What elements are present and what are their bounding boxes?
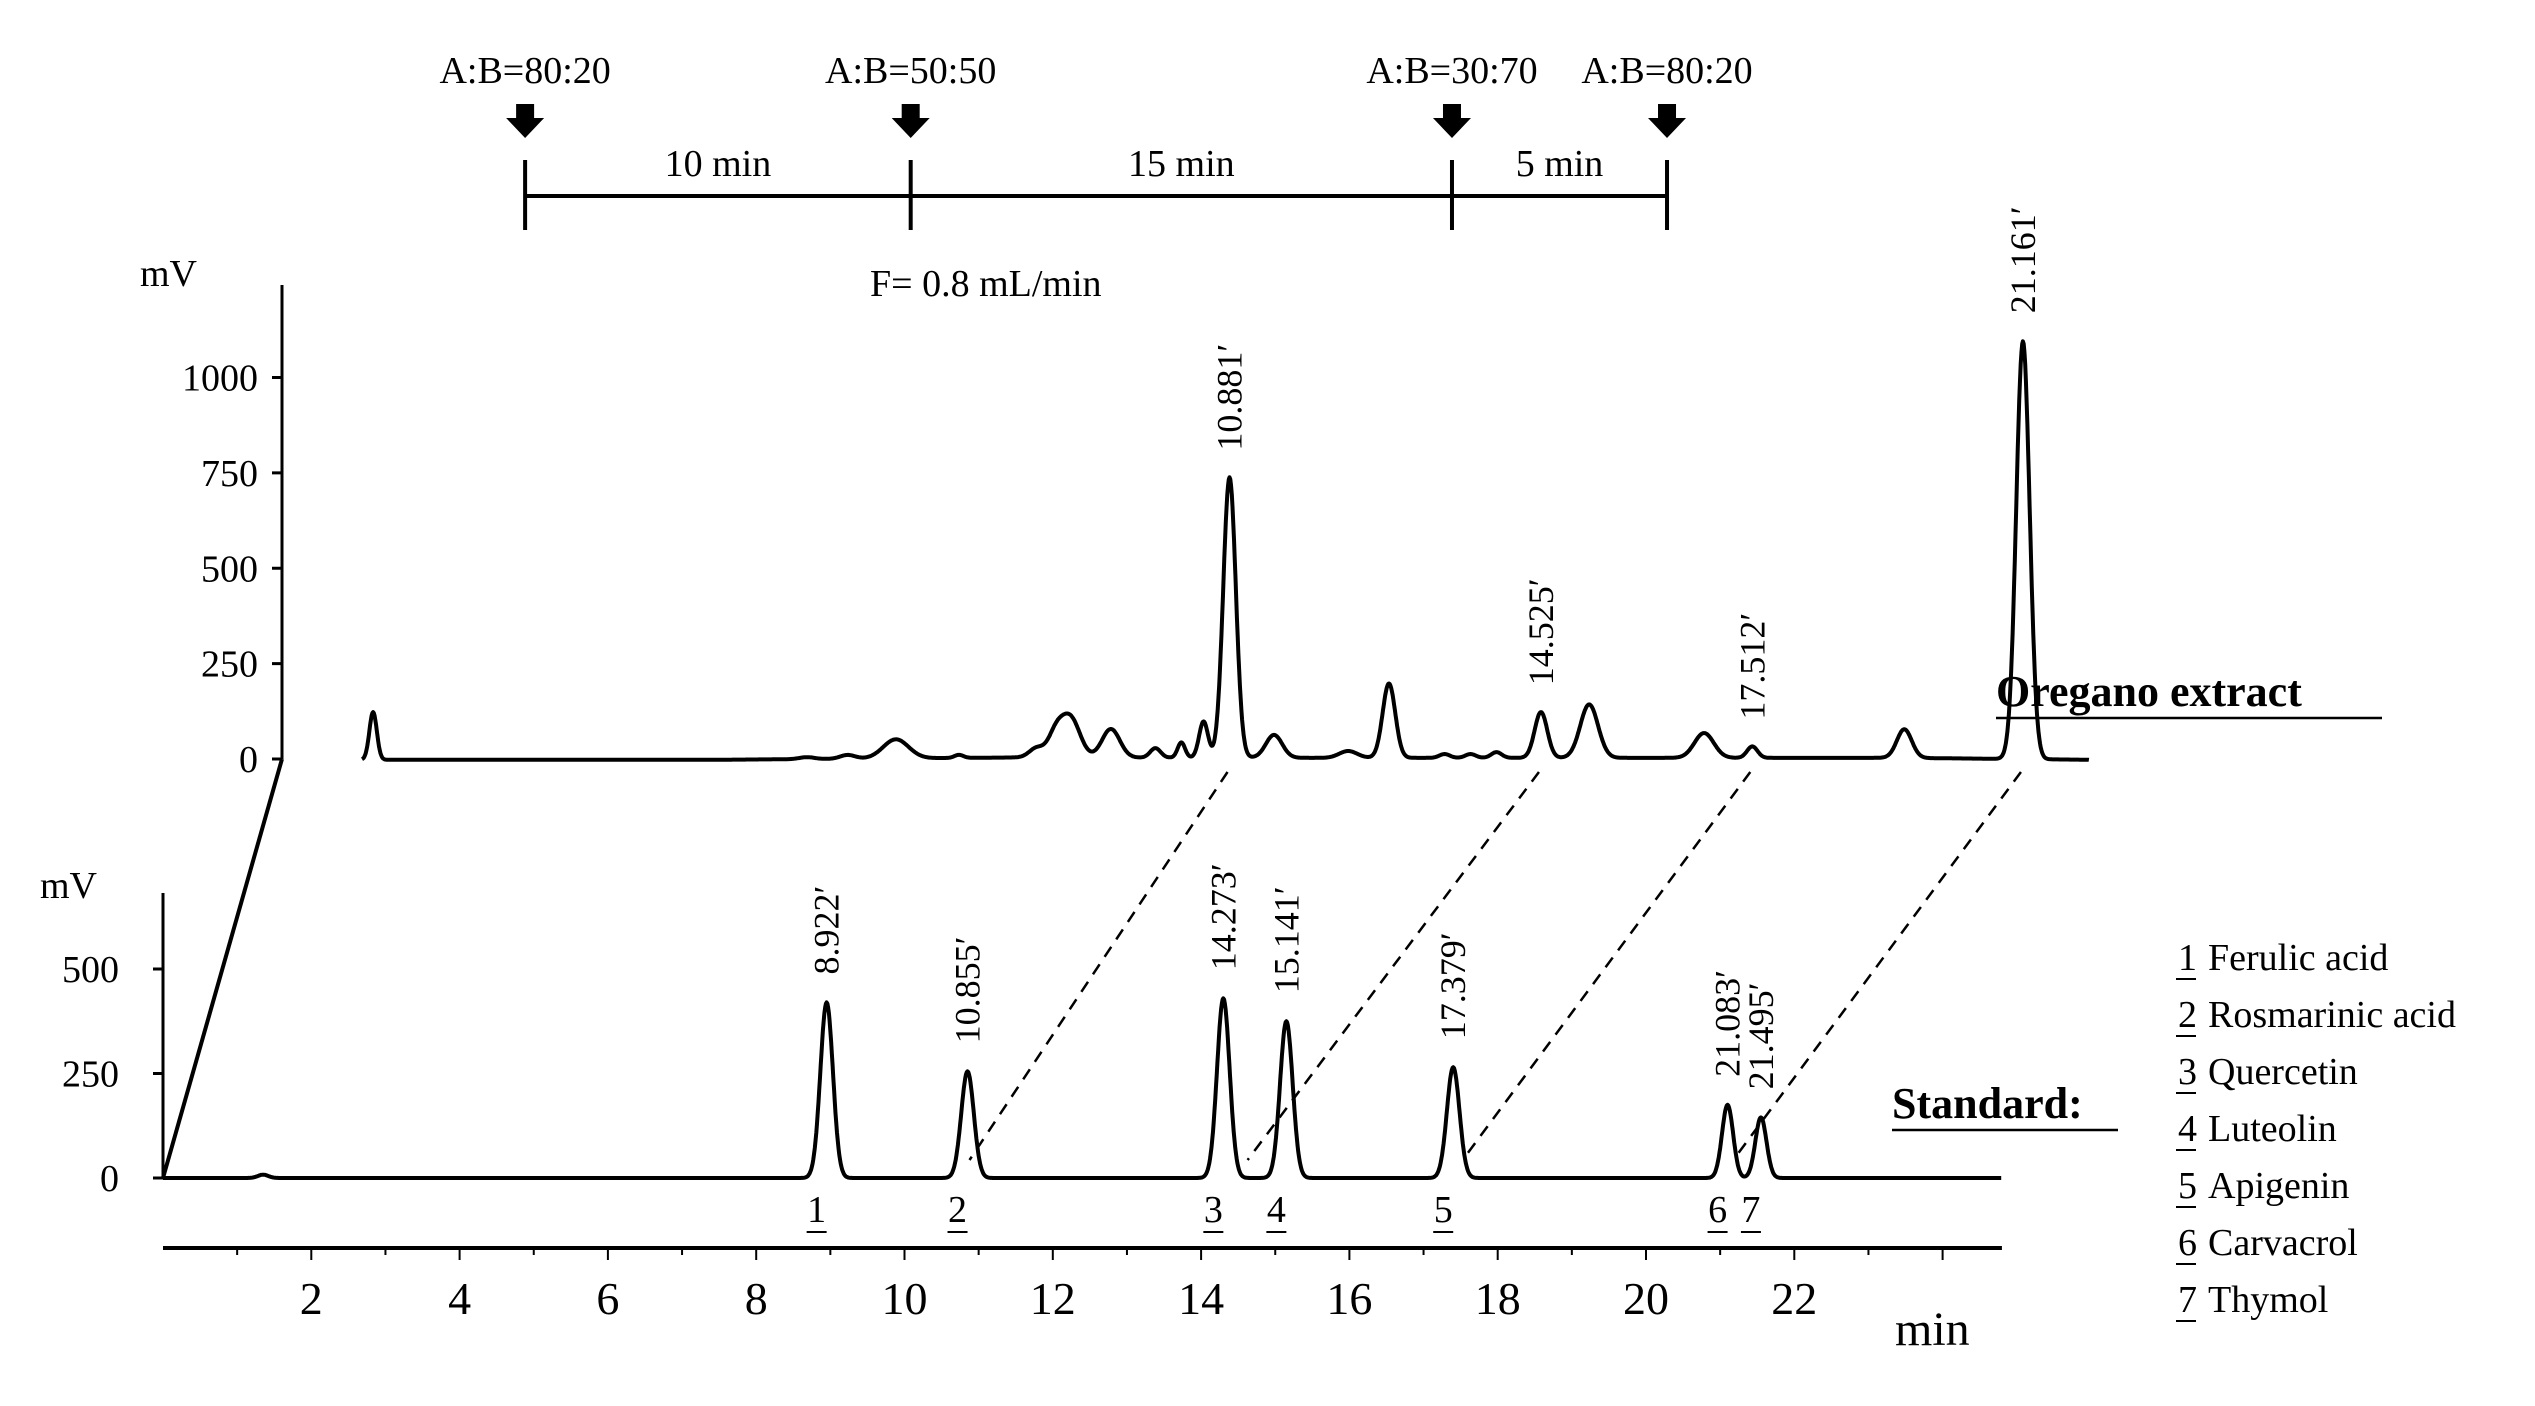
peak-connector — [968, 771, 1229, 1161]
gradient-step-label: A:B=80:20 — [439, 50, 610, 92]
perspective-line — [161, 758, 284, 1179]
x-tick-label: 16 — [1326, 1273, 1372, 1324]
x-tick-label: 12 — [1030, 1273, 1076, 1324]
legend-number: 5 — [2178, 1165, 2197, 1207]
peak-connector — [1732, 771, 2022, 1161]
bottom-y-tick-label: 0 — [100, 1158, 119, 1200]
standard-peak-label: 10.855′ — [948, 937, 988, 1044]
standard-peak-label: 17.379′ — [1433, 932, 1473, 1039]
gradient-duration-label: 10 min — [665, 143, 772, 185]
legend-number: 6 — [2178, 1222, 2197, 1264]
legend-number: 7 — [2178, 1279, 2197, 1321]
legend-number: 3 — [2178, 1051, 2197, 1093]
oregano-peak-label: 17.512′ — [1732, 613, 1772, 720]
peak-connector — [1246, 771, 1540, 1161]
legend-compound-name: Carvacrol — [2208, 1222, 2358, 1264]
top-y-tick-label: 750 — [201, 453, 258, 495]
standard-peak-label: 15.141′ — [1266, 886, 1306, 993]
standard-peak-label: 14.273′ — [1203, 863, 1243, 970]
legend-compound-name: Ferulic acid — [2208, 937, 2388, 979]
standard-peak-number: 3 — [1204, 1189, 1223, 1231]
standard-peak-number: 5 — [1434, 1189, 1453, 1231]
gradient-step-label: A:B=50:50 — [825, 50, 996, 92]
standard-peak-number: 6 — [1708, 1189, 1727, 1231]
top-y-tick-label: 250 — [201, 644, 258, 686]
standard-peak-number: 7 — [1741, 1189, 1760, 1231]
legend-number: 4 — [2178, 1108, 2197, 1150]
down-arrow-icon — [1648, 104, 1687, 138]
x-tick-label: 10 — [882, 1273, 928, 1324]
down-arrow-icon — [506, 104, 545, 138]
x-tick-label: 18 — [1475, 1273, 1521, 1324]
oregano-panel: mV F= 0.8 mL/min Oregano extract 0 250 500… — [140, 206, 2382, 781]
oregano-peak-label: 21.161′ — [2003, 206, 2043, 313]
standard-series-label: Standard: — [1892, 1079, 2083, 1128]
oregano-peak-label: 14.525′ — [1521, 578, 1561, 685]
x-axis: min 2 4 6 8 10 12 14 16 18 20 22 — [163, 1246, 2002, 1356]
standard-peak-number: 2 — [948, 1189, 967, 1231]
gradient-program: A:B=80:20 A:B=50:50 A:B=30:70 A:B=80:20 10 m… — [439, 50, 1753, 230]
legend-compound-name: Luteolin — [2208, 1108, 2337, 1150]
standard-peak-number: 4 — [1267, 1189, 1286, 1231]
bottom-y-tick-label: 250 — [62, 1054, 119, 1096]
x-tick-label: 8 — [745, 1273, 768, 1324]
x-tick-label: 20 — [1623, 1273, 1669, 1324]
standard-panel: mV Standard: 0 250 500 8.922′ 1 10.855′ 2 14.27… — [40, 758, 2118, 1233]
standard-peak-number: 1 — [807, 1189, 826, 1231]
gradient-step-label: A:B=80:20 — [1581, 50, 1752, 92]
peak-connector — [1461, 771, 1752, 1161]
down-arrow-icon — [891, 104, 930, 138]
legend-number: 1 — [2178, 937, 2197, 979]
legend-compound-name: Apigenin — [2208, 1165, 2349, 1207]
legend-compound-name: Thymol — [2208, 1279, 2328, 1321]
x-tick-label: 2 — [300, 1273, 323, 1324]
standard-peak-label: 8.922′ — [807, 886, 847, 975]
legend-number: 2 — [2178, 994, 2197, 1036]
bottom-y-axis-label: mV — [40, 865, 98, 907]
legend-compound-name: Rosmarinic acid — [2208, 994, 2456, 1036]
flow-rate-label: F= 0.8 mL/min — [870, 263, 1102, 305]
top-y-tick-label: 500 — [201, 548, 258, 590]
top-y-tick-label: 0 — [239, 739, 258, 781]
x-tick-label: 14 — [1178, 1273, 1224, 1324]
gradient-step-label: A:B=30:70 — [1366, 50, 1537, 92]
top-y-tick-label: 1000 — [182, 358, 258, 400]
standard-trace — [161, 996, 2003, 1180]
x-tick-label: 6 — [596, 1273, 619, 1324]
compound-legend: 1 Ferulic acid 2 Rosmarinic acid 3 Quercetin 4… — [2176, 937, 2456, 1322]
oregano-series-label: Oregano extract — [1996, 667, 2302, 716]
standard-peak-label: 21.495′ — [1741, 983, 1781, 1090]
x-tick-label: 4 — [448, 1273, 471, 1324]
gradient-duration-label: 5 min — [1516, 143, 1604, 185]
top-y-axis-label: mV — [140, 253, 198, 295]
x-tick-label: 22 — [1771, 1273, 1817, 1324]
x-axis-label: min — [1895, 1303, 1970, 1356]
gradient-duration-label: 15 min — [1128, 143, 1235, 185]
oregano-trace — [360, 339, 2091, 762]
bottom-y-tick-label: 500 — [62, 949, 119, 991]
down-arrow-icon — [1432, 104, 1471, 138]
standard-peak-label: 21.083′ — [1708, 970, 1748, 1077]
oregano-peak-label: 10.881′ — [1210, 344, 1250, 451]
legend-compound-name: Quercetin — [2208, 1051, 2358, 1093]
